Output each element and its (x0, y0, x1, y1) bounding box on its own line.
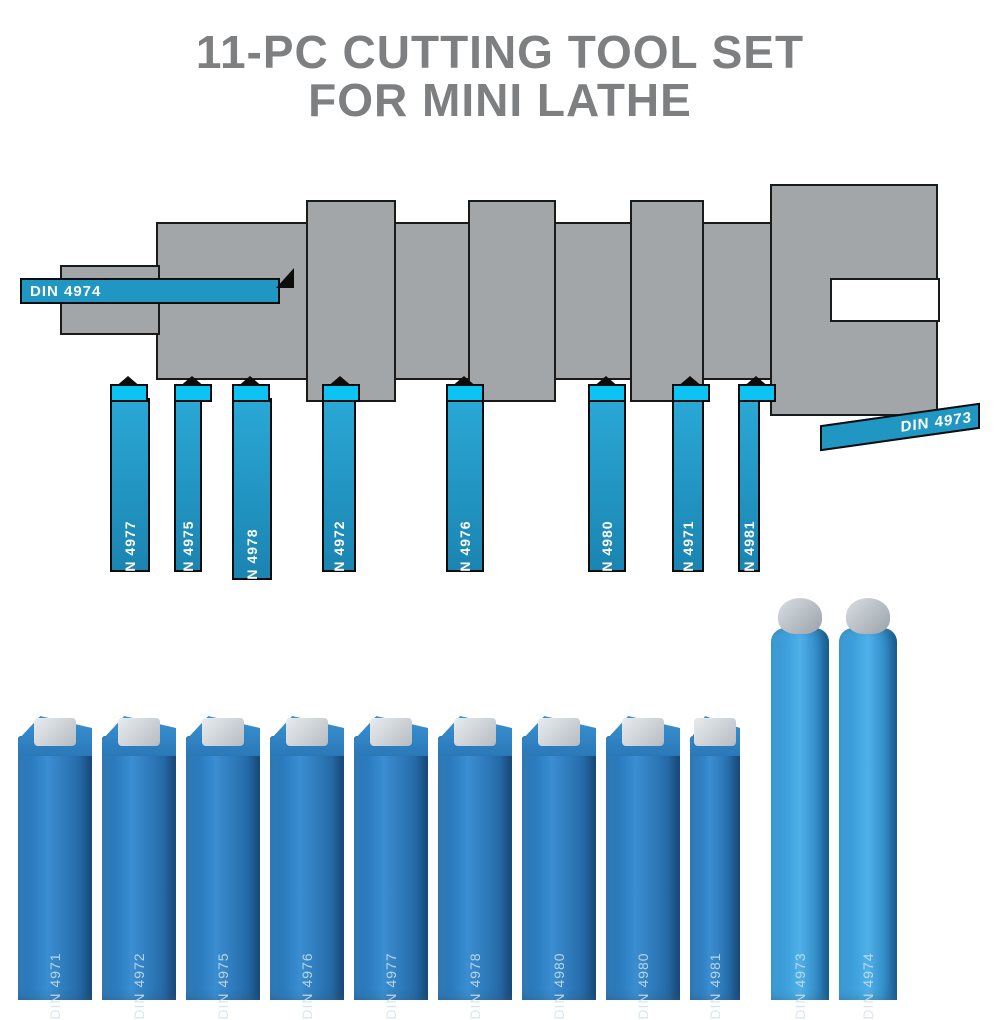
hanging-tool: DIN 4977 (110, 398, 150, 572)
tool-tip (446, 384, 484, 402)
shaft-segment (468, 200, 556, 402)
tool-label: DIN 4976 (299, 952, 315, 1019)
tool-tip-layer (18, 702, 92, 752)
tool-label: DIN 4973 (792, 952, 808, 1019)
hanging-tool: DIN 4972 (322, 398, 356, 572)
boring-bar-left: DIN 4974 (20, 278, 280, 304)
tool-label: DIN 4980 (635, 952, 651, 1019)
hanging-tool: DIN 4976 (446, 398, 484, 572)
turning-tool: DIN 4975 (186, 736, 260, 1000)
shaft-segment (702, 222, 772, 380)
hanging-tool: DIN 4971 (672, 398, 704, 572)
turning-tool: DIN 4980 (522, 736, 596, 1000)
carbide-tip-icon (622, 718, 664, 746)
shaft-segment (554, 222, 632, 380)
carbide-tip-icon (694, 718, 736, 746)
turning-tool: DIN 4980 (606, 736, 680, 1000)
tool-tip-layer (522, 702, 596, 752)
turning-tool: DIN 4978 (438, 736, 512, 1000)
carbide-tip-icon (202, 718, 244, 746)
title-line-2: FOR MINI LATHE (0, 76, 1000, 124)
turning-tool: DIN 4977 (354, 736, 428, 1000)
boring-bar-left-tip (276, 268, 294, 288)
tool-tip (738, 384, 776, 402)
boring-bar-left-label: DIN 4974 (30, 283, 101, 300)
tool-tip-layer (102, 702, 176, 752)
hanging-tool: DIN 4978 (232, 398, 272, 580)
tool-label: DIN 4971 (47, 952, 63, 1019)
shaft-segment (394, 222, 470, 380)
carbide-tip-icon (778, 598, 822, 634)
hanging-tool-label: DIN 4976 (457, 520, 473, 587)
tool-tip (322, 384, 360, 402)
tool-label: DIN 4972 (131, 952, 147, 1019)
tool-tip (672, 384, 710, 402)
tool-label: DIN 4978 (467, 952, 483, 1019)
tool-label: DIN 4980 (551, 952, 567, 1019)
carbide-tip-icon (118, 718, 160, 746)
carbide-tip-icon (34, 718, 76, 746)
tool-tip-layer (690, 702, 740, 752)
hanging-tool-label: DIN 4978 (244, 528, 260, 595)
carbide-tip-icon (538, 718, 580, 746)
turning-tool: DIN 4972 (102, 736, 176, 1000)
carbide-tip-icon (846, 598, 890, 634)
tool-tip (110, 384, 148, 402)
boring-bar-tool: DIN 4974 (839, 628, 897, 1000)
tool-tip-layer (354, 702, 428, 752)
tool-label: DIN 4975 (215, 952, 231, 1019)
tool-label: DIN 4974 (860, 952, 876, 1019)
page-title: 11-PC CUTTING TOOL SET FOR MINI LATHE (0, 0, 1000, 125)
hanging-tool-label: DIN 4981 (741, 520, 757, 587)
shaft-chuck-slot (830, 278, 940, 322)
title-line-1: 11-PC CUTTING TOOL SET (0, 28, 1000, 76)
tool-label: DIN 4977 (383, 952, 399, 1019)
hanging-tool-label: DIN 4977 (122, 520, 138, 587)
hanging-tool-label: DIN 4975 (180, 520, 196, 587)
tool-tip (174, 384, 212, 402)
hanging-tool: DIN 4981 (738, 398, 760, 572)
tool-tip (588, 384, 626, 402)
lathe-diagram: DIN 4974 DIN 4973 DIN 4977DIN 4975DIN 49… (60, 160, 940, 600)
tool-tip-layer (186, 702, 260, 752)
carbide-tip-icon (370, 718, 412, 746)
tool-tip-layer (270, 702, 344, 752)
shaft-segment (306, 200, 396, 402)
tool-row: DIN 4971DIN 4972DIN 4975DIN 4976DIN 4977… (0, 690, 1000, 1000)
turning-tool: DIN 4981 (690, 736, 740, 1000)
tool-label: DIN 4981 (707, 952, 723, 1019)
hanging-tool-label: DIN 4971 (680, 520, 696, 587)
tool-tip-layer (438, 702, 512, 752)
hanging-tool-label: DIN 4972 (331, 520, 347, 587)
turning-tool: DIN 4971 (18, 736, 92, 1000)
hanging-tool: DIN 4980 (588, 398, 626, 572)
hanging-tool: DIN 4975 (174, 398, 202, 572)
tool-tip-layer (606, 702, 680, 752)
boring-bar-tool: DIN 4973 (771, 628, 829, 1000)
turning-tool: DIN 4976 (270, 736, 344, 1000)
boring-bar-right-label: DIN 4973 (901, 408, 972, 435)
tool-tip (232, 384, 270, 402)
hanging-tool-label: DIN 4980 (599, 520, 615, 587)
carbide-tip-icon (286, 718, 328, 746)
carbide-tip-icon (454, 718, 496, 746)
shaft-segment (630, 200, 704, 402)
